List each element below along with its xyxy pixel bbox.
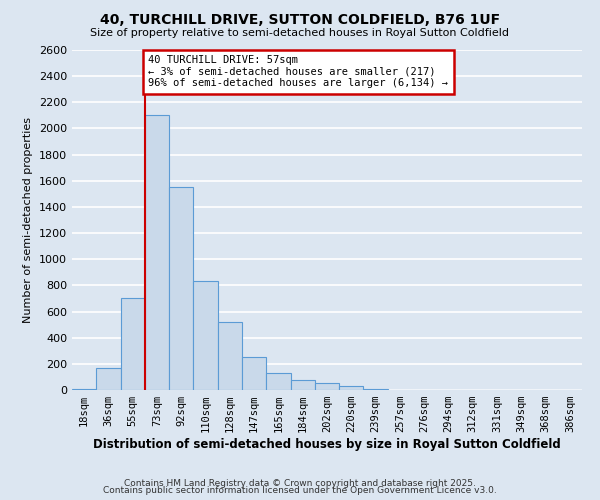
Text: Size of property relative to semi-detached houses in Royal Sutton Coldfield: Size of property relative to semi-detach… — [91, 28, 509, 38]
Bar — [121, 298, 145, 390]
Text: Contains public sector information licensed under the Open Government Licence v3: Contains public sector information licen… — [103, 486, 497, 495]
Bar — [169, 188, 193, 390]
Text: Contains HM Land Registry data © Crown copyright and database right 2025.: Contains HM Land Registry data © Crown c… — [124, 478, 476, 488]
Bar — [315, 384, 339, 390]
Text: 40 TURCHILL DRIVE: 57sqm
← 3% of semi-detached houses are smaller (217)
96% of s: 40 TURCHILL DRIVE: 57sqm ← 3% of semi-de… — [149, 55, 449, 88]
Bar — [96, 368, 121, 390]
Bar — [218, 322, 242, 390]
X-axis label: Distribution of semi-detached houses by size in Royal Sutton Coldfield: Distribution of semi-detached houses by … — [93, 438, 561, 451]
Bar — [266, 373, 290, 390]
Bar — [193, 282, 218, 390]
Bar — [290, 380, 315, 390]
Bar — [145, 116, 169, 390]
Y-axis label: Number of semi-detached properties: Number of semi-detached properties — [23, 117, 34, 323]
Bar — [242, 356, 266, 390]
Bar — [339, 386, 364, 390]
Bar — [72, 388, 96, 390]
Text: 40, TURCHILL DRIVE, SUTTON COLDFIELD, B76 1UF: 40, TURCHILL DRIVE, SUTTON COLDFIELD, B7… — [100, 12, 500, 26]
